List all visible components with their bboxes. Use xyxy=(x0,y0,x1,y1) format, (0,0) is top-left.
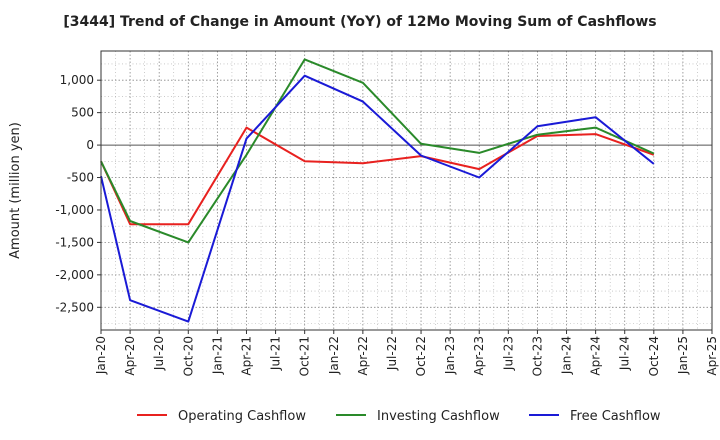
x-tick-label: Apr-20 xyxy=(123,336,137,376)
plot-area xyxy=(101,51,712,330)
legend: Operating Cashflow Investing Cashflow Free… xyxy=(137,409,661,424)
x-tick-label: Jan-22 xyxy=(327,336,341,375)
x-tick-label: Oct-20 xyxy=(181,336,195,376)
x-tick-label: Apr-22 xyxy=(356,336,370,376)
y-tick-label: 0 xyxy=(86,138,94,152)
x-tick-label: Jan-25 xyxy=(676,336,690,375)
x-tick-label: Apr-21 xyxy=(239,336,253,376)
x-tick-label: Jul-23 xyxy=(501,336,515,371)
x-tick-label: Jan-23 xyxy=(443,336,457,375)
y-tick-label: -1,000 xyxy=(55,203,94,217)
x-tick-label: Jan-24 xyxy=(560,336,574,375)
x-tick-label: Apr-24 xyxy=(589,336,603,376)
y-tick-label: -500 xyxy=(67,171,94,185)
plot-border xyxy=(100,50,713,331)
y-tick-label: -2,000 xyxy=(55,268,94,282)
series-line xyxy=(100,126,655,226)
y-tick-label: -2,500 xyxy=(55,300,94,314)
y-tick-label: 500 xyxy=(71,106,94,120)
legend-label: Operating Cashflow xyxy=(178,409,306,424)
series-line xyxy=(100,58,655,244)
x-tick-label: Apr-23 xyxy=(472,336,486,376)
x-axis: Jan-20 Apr-20 Jul-20 Oct-20 Jan-21 Apr-21 Jul-… xyxy=(94,330,719,376)
x-tick-label: Jul-22 xyxy=(385,336,399,371)
x-tick-label: Oct-23 xyxy=(530,336,544,376)
y-axis-label: Amount (million yen) xyxy=(8,122,23,259)
x-tick-label: Jul-20 xyxy=(152,336,166,371)
grid xyxy=(101,51,712,330)
x-tick-label: Oct-22 xyxy=(414,336,428,376)
y-tick-label: -1,500 xyxy=(55,235,94,249)
x-tick-label: Jul-21 xyxy=(269,336,283,371)
series-line xyxy=(100,74,655,323)
x-tick-label: Oct-24 xyxy=(647,336,661,376)
x-tick-label: Jul-24 xyxy=(618,336,632,371)
y-tick-label: 1,000 xyxy=(60,73,94,87)
y-axis: 1,000 500 0 -500 -1,000 -1,500 -2,000 -2,500 xyxy=(55,73,101,314)
x-tick-label: Apr-25 xyxy=(705,336,719,376)
chart-title: [3444] Trend of Change in Amount (YoY) o… xyxy=(63,14,657,30)
x-tick-label: Oct-21 xyxy=(298,336,312,376)
legend-label: Investing Cashflow xyxy=(377,409,500,424)
x-tick-label: Jan-20 xyxy=(94,336,108,375)
x-tick-label: Jan-21 xyxy=(210,336,224,375)
legend-label: Free Cashflow xyxy=(570,409,661,424)
series-layer xyxy=(100,58,655,323)
